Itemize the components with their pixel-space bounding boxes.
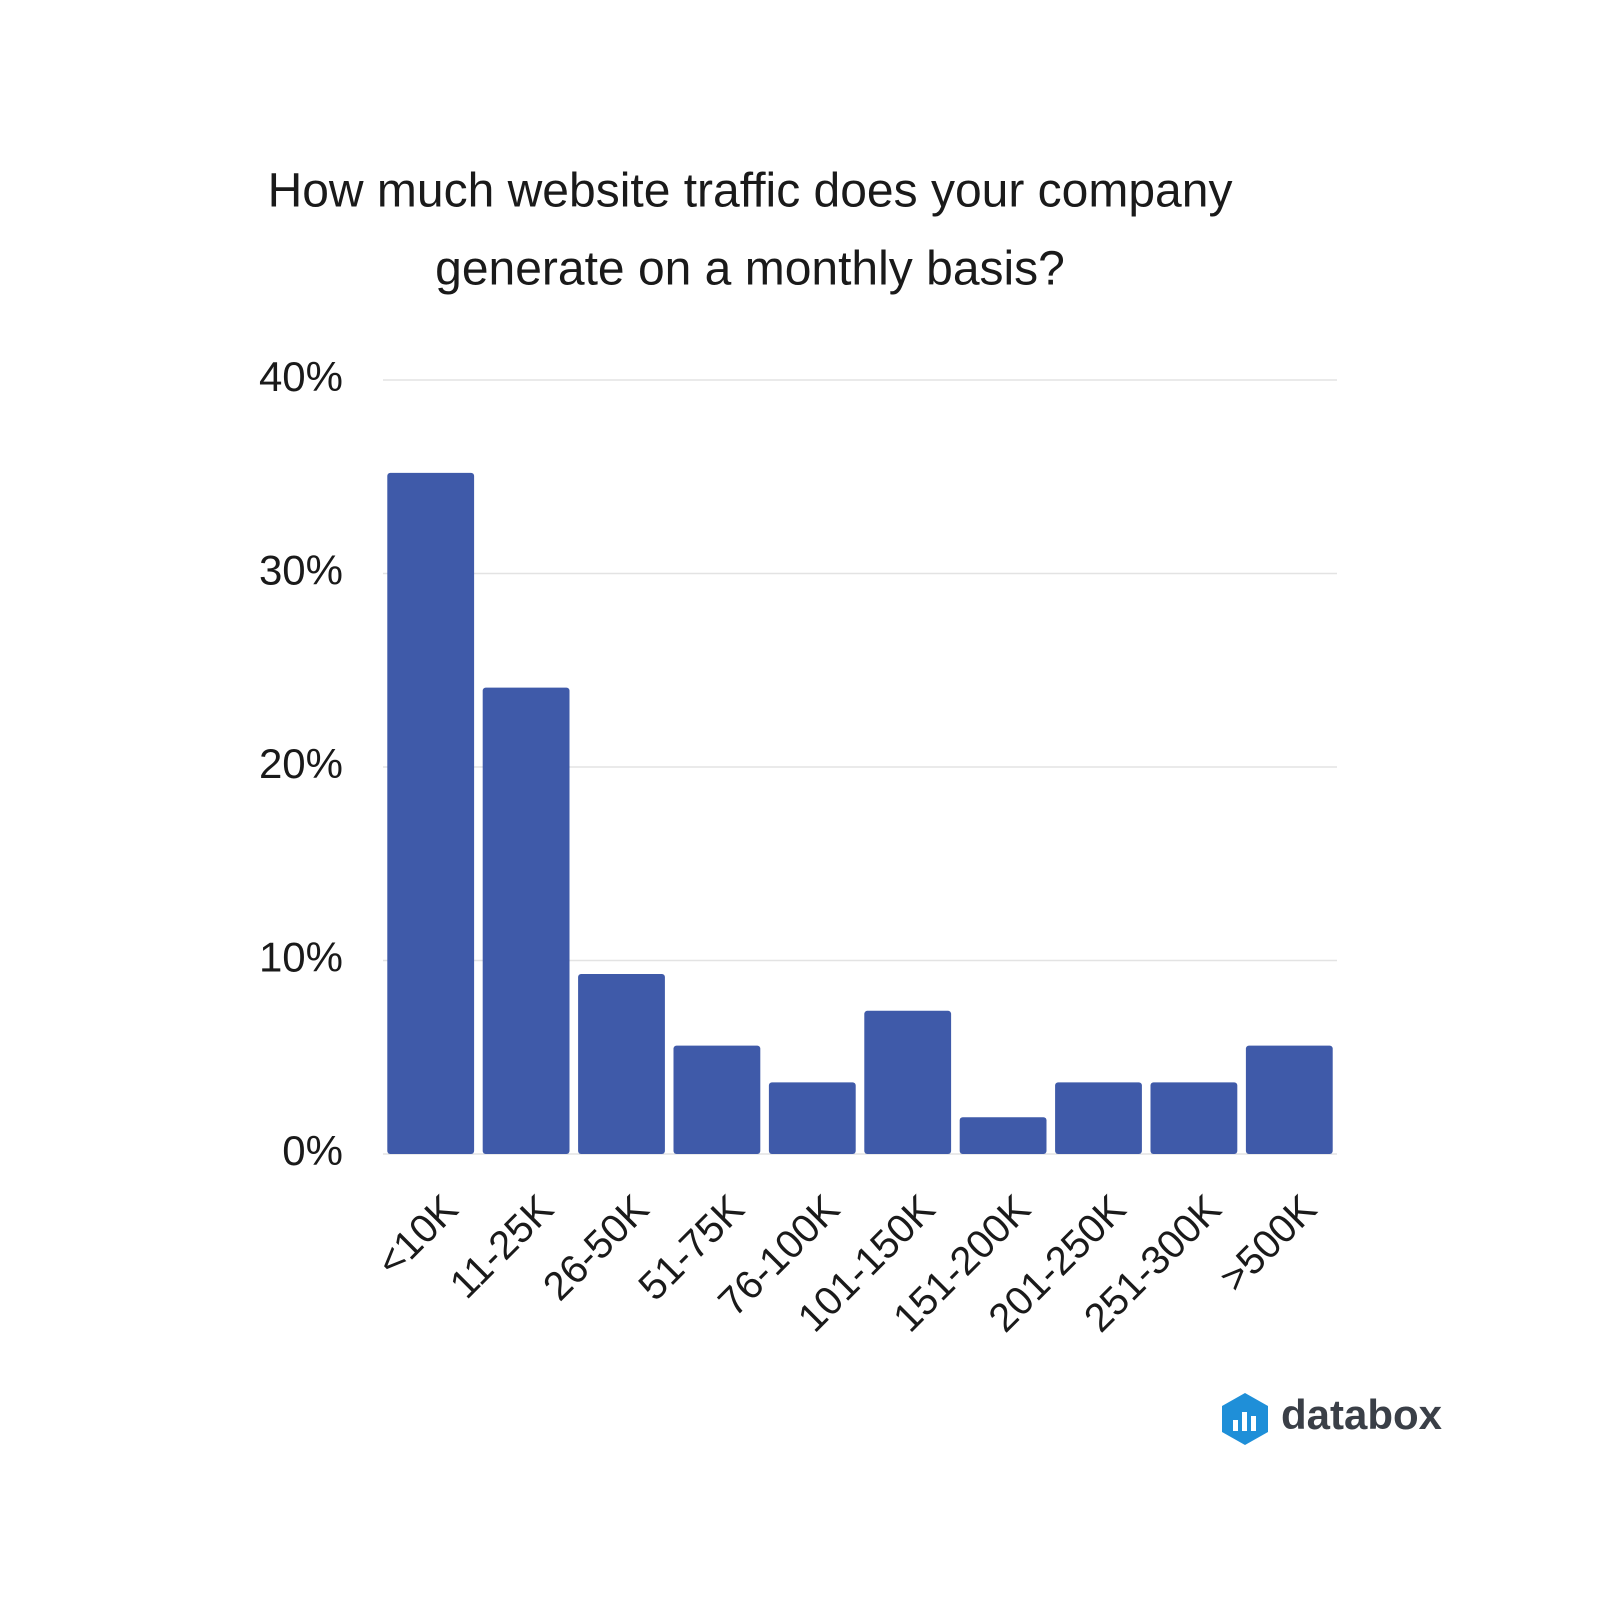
x-tick-label: 26-50K <box>535 1186 658 1309</box>
y-tick-label: 20% <box>259 740 343 787</box>
y-tick-label: 0% <box>282 1127 343 1174</box>
y-tick-label: 30% <box>259 547 343 594</box>
y-tick-label: 10% <box>259 934 343 981</box>
brand-name: databox <box>1281 1391 1443 1438</box>
chart-title: How much website traffic does your compa… <box>268 165 1233 218</box>
bar <box>387 472 475 1154</box>
bar <box>482 687 570 1154</box>
bar <box>1245 1045 1333 1154</box>
bar <box>578 974 665 1154</box>
bar <box>673 1045 761 1154</box>
bar <box>1055 1082 1142 1154</box>
chart-title: generate on a monthly basis? <box>435 243 1065 296</box>
bar <box>864 1010 952 1154</box>
bar <box>959 1117 1047 1154</box>
bar <box>768 1082 856 1154</box>
y-tick-label: 40% <box>259 353 343 400</box>
bar <box>1150 1082 1238 1154</box>
x-tick-label: 11-25K <box>442 1186 562 1306</box>
brand-logo <box>1222 1393 1268 1445</box>
x-tick-label: >500K <box>1211 1186 1325 1300</box>
